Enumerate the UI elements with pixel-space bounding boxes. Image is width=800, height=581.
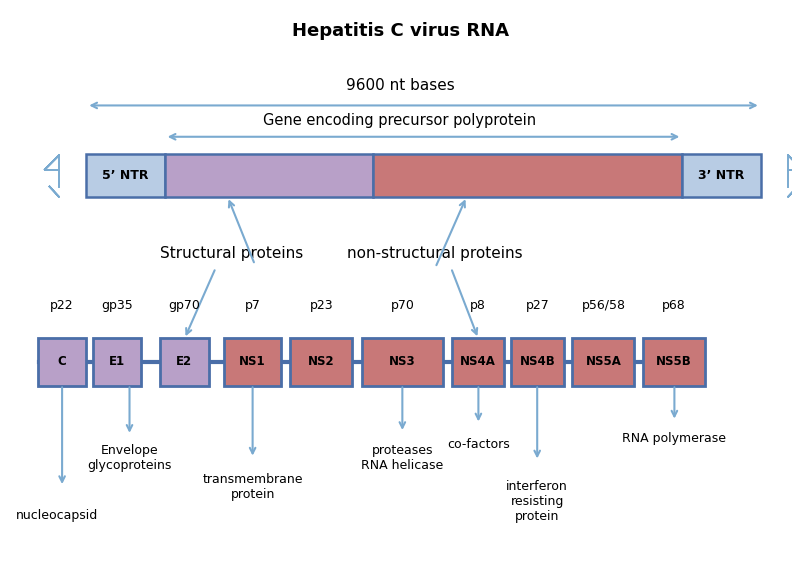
FancyBboxPatch shape [160, 338, 209, 386]
Text: nucleocapsid: nucleocapsid [15, 509, 98, 522]
Text: p22: p22 [50, 299, 74, 311]
Text: gp35: gp35 [101, 299, 133, 311]
Text: NS4B: NS4B [520, 355, 555, 368]
Text: 3’ NTR: 3’ NTR [698, 168, 745, 182]
Text: NS4A: NS4A [460, 355, 496, 368]
FancyBboxPatch shape [573, 338, 634, 386]
Text: p7: p7 [245, 299, 261, 311]
Text: Envelope
glycoproteins: Envelope glycoproteins [87, 444, 172, 472]
Text: p27: p27 [526, 299, 550, 311]
FancyBboxPatch shape [165, 154, 373, 196]
FancyBboxPatch shape [452, 338, 504, 386]
Text: co-factors: co-factors [447, 437, 510, 451]
FancyBboxPatch shape [362, 338, 443, 386]
Text: gp70: gp70 [169, 299, 200, 311]
Text: non-structural proteins: non-structural proteins [347, 246, 523, 261]
Text: p56/58: p56/58 [582, 299, 626, 311]
Text: p70: p70 [390, 299, 414, 311]
FancyBboxPatch shape [86, 154, 165, 196]
Text: NS5A: NS5A [586, 355, 622, 368]
Text: Hepatitis C virus RNA: Hepatitis C virus RNA [291, 23, 509, 41]
Text: RNA polymerase: RNA polymerase [622, 432, 726, 445]
Text: NS2: NS2 [308, 355, 334, 368]
Text: 9600 nt bases: 9600 nt bases [346, 78, 454, 93]
Text: interferon
resisting
protein: interferon resisting protein [506, 480, 568, 523]
FancyBboxPatch shape [643, 338, 705, 386]
Text: 5’ NTR: 5’ NTR [102, 168, 149, 182]
FancyBboxPatch shape [373, 154, 682, 196]
Text: p23: p23 [310, 299, 333, 311]
FancyBboxPatch shape [93, 338, 142, 386]
Text: Gene encoding precursor polyprotein: Gene encoding precursor polyprotein [263, 113, 537, 128]
Text: proteases
RNA helicase: proteases RNA helicase [362, 444, 443, 472]
FancyBboxPatch shape [38, 338, 86, 386]
FancyBboxPatch shape [511, 338, 564, 386]
Text: NS5B: NS5B [656, 355, 692, 368]
FancyBboxPatch shape [682, 154, 761, 196]
Text: p68: p68 [662, 299, 686, 311]
Text: C: C [58, 355, 66, 368]
FancyBboxPatch shape [224, 338, 281, 386]
Text: E1: E1 [109, 355, 125, 368]
FancyBboxPatch shape [290, 338, 352, 386]
Text: transmembrane
protein: transmembrane protein [202, 473, 303, 501]
Text: Structural proteins: Structural proteins [160, 246, 303, 261]
Text: NS3: NS3 [389, 355, 416, 368]
Text: E2: E2 [176, 355, 193, 368]
Text: p8: p8 [470, 299, 486, 311]
Text: NS1: NS1 [239, 355, 266, 368]
